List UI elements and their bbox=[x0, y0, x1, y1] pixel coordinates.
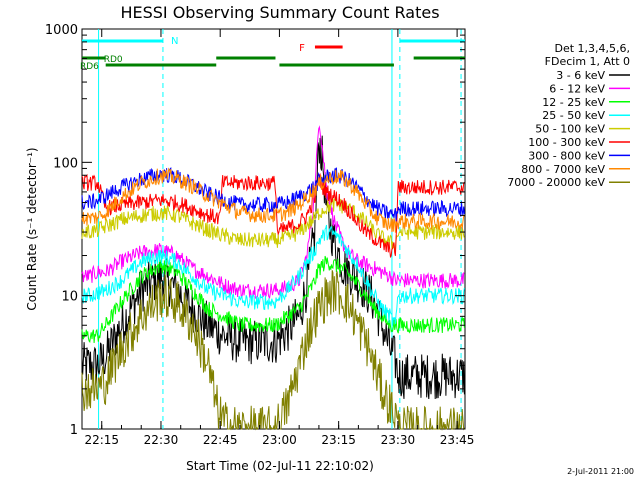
x-tick-label-6: 23:45 bbox=[440, 433, 475, 447]
flag-bars: N F RD0 RD6 bbox=[80, 36, 465, 72]
series-line-2 bbox=[81, 255, 465, 344]
y-tick-label-2: 100 bbox=[53, 156, 78, 171]
chart-title: HESSI Observing Summary Count Rates bbox=[120, 3, 439, 22]
legend-label-1: 6 - 12 keV bbox=[549, 82, 605, 95]
x-tick-label-5: 23:30 bbox=[381, 433, 416, 447]
legend: Det 1,3,4,5,6, FDecim 1, Att 0 3 - 6 keV… bbox=[507, 42, 630, 189]
series-line-0 bbox=[81, 135, 465, 400]
legend-label-3: 25 - 50 keV bbox=[542, 109, 605, 122]
footer-date: 2-Jul-2011 21:00 bbox=[567, 467, 634, 476]
x-tick-label-1: 22:30 bbox=[144, 433, 179, 447]
series-line-4 bbox=[81, 196, 465, 253]
y-tick-label-0: 1 bbox=[70, 423, 78, 438]
rd6-label: RD6 bbox=[80, 62, 99, 72]
legend-title-line-2: FDecim 1, Att 0 bbox=[545, 55, 630, 68]
series-line-8 bbox=[81, 270, 465, 431]
rd0-label: RD0 bbox=[104, 55, 123, 65]
legend-label-8: 7000 - 20000 keV bbox=[507, 176, 605, 189]
series-line-3 bbox=[81, 224, 465, 326]
series-line-1 bbox=[81, 125, 465, 300]
y-axis-label: Count Rate (s⁻¹ detector⁻¹) bbox=[25, 147, 39, 310]
series-line-7 bbox=[81, 167, 465, 233]
x-axis-label: Start Time (02-Jul-11 22:10:02) bbox=[186, 459, 374, 473]
x-tick-label-4: 23:15 bbox=[321, 433, 356, 447]
series-line-5 bbox=[81, 173, 465, 258]
series-lines bbox=[81, 125, 465, 431]
x-tick-label-0: 22:15 bbox=[84, 433, 119, 447]
legend-label-6: 300 - 800 keV bbox=[528, 149, 605, 162]
legend-label-0: 3 - 6 keV bbox=[556, 69, 605, 82]
legend-label-5: 100 - 300 keV bbox=[528, 136, 605, 149]
legend-label-7: 800 - 7000 keV bbox=[521, 163, 605, 176]
y-tick-label-3: 1000 bbox=[45, 23, 78, 38]
legend-label-4: 50 - 100 keV bbox=[535, 123, 605, 136]
y-axis-ticks: 1 10 100 1000 bbox=[45, 23, 465, 438]
flare-label: F bbox=[299, 43, 305, 54]
x-tick-label-2: 22:45 bbox=[203, 433, 238, 447]
x-tick-label-3: 23:00 bbox=[262, 433, 297, 447]
x-axis-ticks: 22:15 22:30 22:45 23:00 23:15 23:30 23:45 bbox=[81, 29, 475, 447]
legend-label-2: 12 - 25 keV bbox=[542, 96, 605, 109]
legend-title-line-1: Det 1,3,4,5,6, bbox=[554, 42, 630, 55]
night-label: N bbox=[171, 36, 178, 47]
y-tick-label-1: 10 bbox=[61, 290, 78, 305]
